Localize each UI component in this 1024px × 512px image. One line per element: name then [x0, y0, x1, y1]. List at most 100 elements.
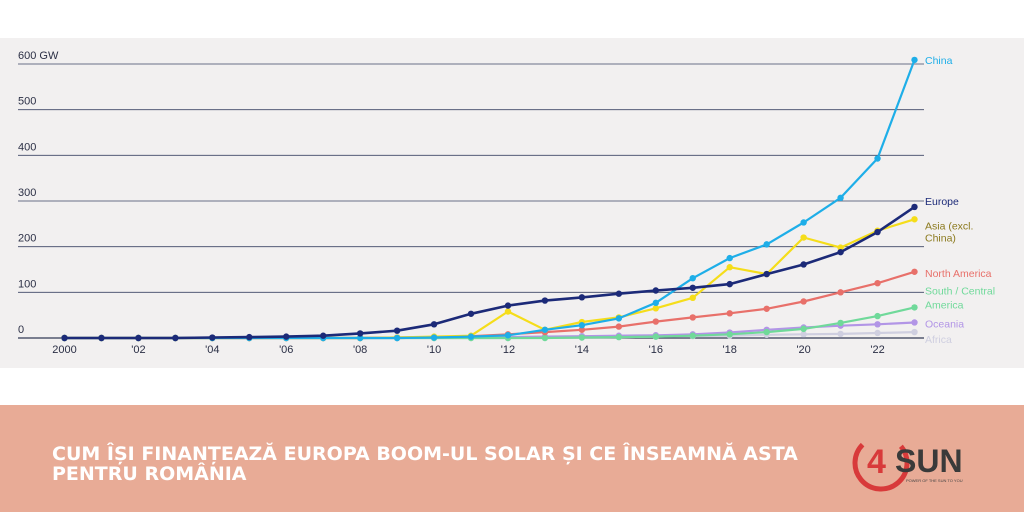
- data-point: [837, 289, 844, 296]
- data-point: [615, 333, 623, 341]
- data-point: [874, 228, 881, 236]
- x-tick-label: '18: [723, 344, 737, 356]
- data-point: [763, 305, 770, 312]
- data-point: [726, 310, 733, 317]
- x-tick-label: '06: [279, 344, 293, 356]
- data-point: [135, 334, 142, 342]
- data-point: [504, 302, 512, 309]
- data-point: [726, 254, 733, 262]
- y-tick-label: 400: [18, 141, 36, 153]
- data-point: [319, 332, 327, 339]
- headline: CUM ÎȘI FINANȚEAZĂ EUROPA BOOM-UL SOLAR …: [52, 443, 798, 485]
- data-point: [689, 294, 696, 302]
- data-point: [652, 299, 660, 307]
- series-line: [64, 59, 916, 340]
- data-point: [800, 234, 807, 241]
- y-tick-label: 200: [18, 233, 36, 245]
- series-label: Asia (excl. China): [925, 220, 973, 244]
- logo-wordmark: SUN: [895, 443, 963, 479]
- data-point: [911, 328, 918, 336]
- x-tick-label: '10: [427, 344, 441, 356]
- y-tick-label: 100: [18, 278, 36, 290]
- logo-digit: 4: [867, 443, 886, 481]
- data-point: [911, 304, 918, 311]
- data-point: [652, 318, 660, 325]
- data-point: [874, 312, 881, 320]
- data-point: [800, 219, 807, 226]
- data-point: [763, 328, 770, 336]
- y-tick-label: 0: [18, 324, 24, 336]
- series-label: North America: [925, 268, 992, 280]
- x-tick-label: '02: [131, 344, 145, 356]
- data-point: [911, 319, 918, 326]
- series-label: China: [925, 55, 953, 67]
- data-point: [467, 310, 475, 317]
- y-axis: 0 100 200 300 400 500 600 GW: [18, 50, 59, 336]
- data-point: [615, 315, 623, 322]
- data-point: [911, 203, 918, 211]
- series-line: [64, 218, 915, 340]
- series-china: [61, 56, 918, 342]
- data-point: [356, 334, 364, 342]
- series-label: South / Central America: [925, 285, 995, 311]
- data-point: [726, 331, 733, 338]
- y-tick-label: 300: [18, 187, 36, 199]
- data-point: [541, 297, 549, 304]
- series-labels: China Europe Asia (excl. China) North Americ…: [925, 55, 995, 346]
- data-point: [800, 298, 807, 305]
- x-tick-label: '12: [501, 344, 515, 356]
- data-point: [541, 326, 549, 333]
- x-tick-label: '04: [205, 344, 219, 356]
- data-point: [837, 330, 844, 338]
- data-point: [652, 333, 660, 340]
- grid-lines: [18, 63, 924, 339]
- data-point: [911, 56, 918, 64]
- data-point: [652, 287, 660, 294]
- data-point: [874, 329, 881, 337]
- data-point: [837, 244, 844, 251]
- data-point: [726, 264, 733, 271]
- data-point: [578, 326, 586, 333]
- x-tick-label: '14: [575, 344, 589, 356]
- data-point: [689, 314, 696, 321]
- x-tick-label: '16: [649, 344, 663, 356]
- data-point: [874, 321, 881, 328]
- data-point: [283, 333, 290, 340]
- y-tick-label: 600 GW: [18, 50, 59, 62]
- data-point: [61, 334, 68, 342]
- data-point: [689, 274, 696, 282]
- series-group: [61, 56, 918, 342]
- brand-logo[interactable]: 4 SUN POWER OF THE SUN TO YOU: [848, 428, 988, 498]
- data-point: [800, 261, 807, 268]
- series-europe: [61, 203, 918, 342]
- x-tick-label: '20: [796, 344, 810, 356]
- data-point: [874, 280, 881, 287]
- x-axis: 2000 '02 '04 '06 '08 '10 '12 '14 '16 '18 '20 '22: [52, 344, 884, 356]
- data-point: [578, 294, 586, 301]
- series-asia-excl-china-: [61, 216, 918, 342]
- series-line: [64, 205, 916, 340]
- x-tick-label: '22: [870, 344, 884, 356]
- data-point: [837, 194, 844, 202]
- data-point: [726, 280, 733, 288]
- data-point: [911, 268, 918, 275]
- data-point: [837, 319, 844, 327]
- data-point: [615, 323, 623, 330]
- line-chart: 0 100 200 300 400 500 600 GW 2000 '02 '04 '06 '08 '…: [18, 50, 995, 356]
- data-point: [800, 325, 807, 333]
- data-point: [874, 155, 881, 162]
- x-tick-label: 2000: [52, 344, 76, 356]
- data-point: [541, 334, 549, 342]
- logo-ring: [852, 434, 910, 492]
- data-point: [578, 322, 586, 329]
- series-label: Oceania: [925, 318, 964, 330]
- data-point: [246, 333, 253, 341]
- data-point: [763, 270, 770, 278]
- data-point: [98, 334, 105, 342]
- data-point: [172, 334, 179, 342]
- data-point: [689, 284, 696, 291]
- data-point: [209, 334, 216, 341]
- data-point: [763, 241, 770, 248]
- data-point: [430, 334, 438, 341]
- data-point: [356, 330, 364, 337]
